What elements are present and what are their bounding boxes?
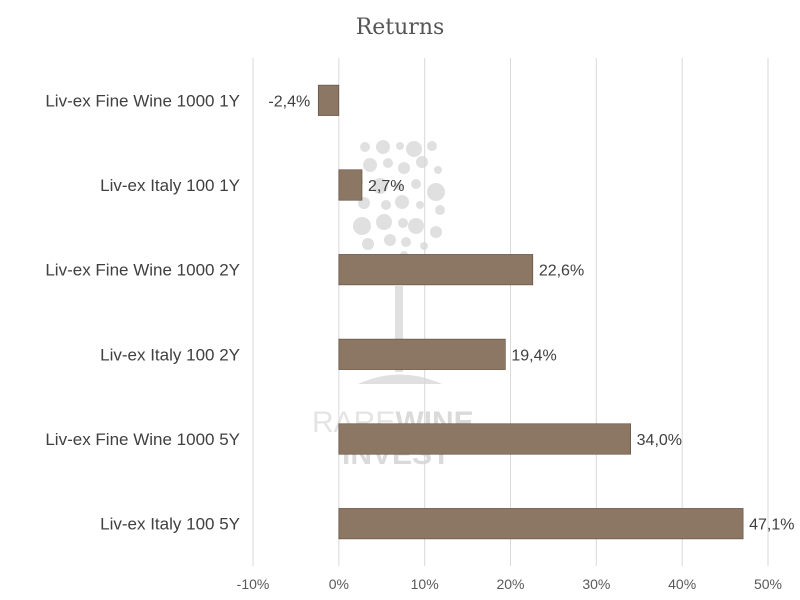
category-label: Liv-ex Fine Wine 1000 5Y (45, 430, 240, 449)
x-tick-label: 40% (668, 576, 696, 592)
category-label: Liv-ex Italy 100 1Y (100, 176, 240, 195)
data-label: 19,4% (511, 347, 556, 364)
bar (338, 169, 363, 201)
category-label: Liv-ex Italy 100 2Y (100, 345, 240, 364)
bar (317, 84, 340, 116)
data-labels: -2,4% 2,7% 22,6% 19,4% 34,0% 47,1% (268, 93, 794, 533)
category-label: Liv-ex Fine Wine 1000 2Y (45, 261, 240, 280)
data-label: -2,4% (268, 93, 310, 110)
bar (338, 254, 534, 286)
x-tick-label: 0% (329, 576, 349, 592)
data-label: 22,6% (539, 263, 584, 280)
data-label: 47,1% (749, 517, 794, 534)
category-labels: Liv-ex Fine Wine 1000 1Y Liv-ex Italy 100… (45, 91, 240, 533)
bars (317, 84, 744, 540)
chart-title: Returns (356, 15, 445, 40)
data-label: 2,7% (368, 178, 404, 195)
bar (338, 508, 744, 540)
x-tick-label: 10% (411, 576, 439, 592)
bar (338, 423, 631, 455)
category-label: Liv-ex Italy 100 5Y (100, 515, 240, 534)
x-tick-label: -10% (237, 576, 270, 592)
gridlines (252, 58, 769, 566)
x-axis-tick-labels: -10% 0% 10% 20% 30% 40% 50% (237, 576, 782, 592)
wine-glass-icon (353, 140, 445, 384)
x-tick-label: 20% (496, 576, 524, 592)
bar (338, 338, 506, 370)
x-tick-label: 50% (754, 576, 782, 592)
category-label: Liv-ex Fine Wine 1000 1Y (45, 91, 240, 110)
x-tick-label: 30% (582, 576, 610, 592)
data-label: 34,0% (637, 432, 682, 449)
